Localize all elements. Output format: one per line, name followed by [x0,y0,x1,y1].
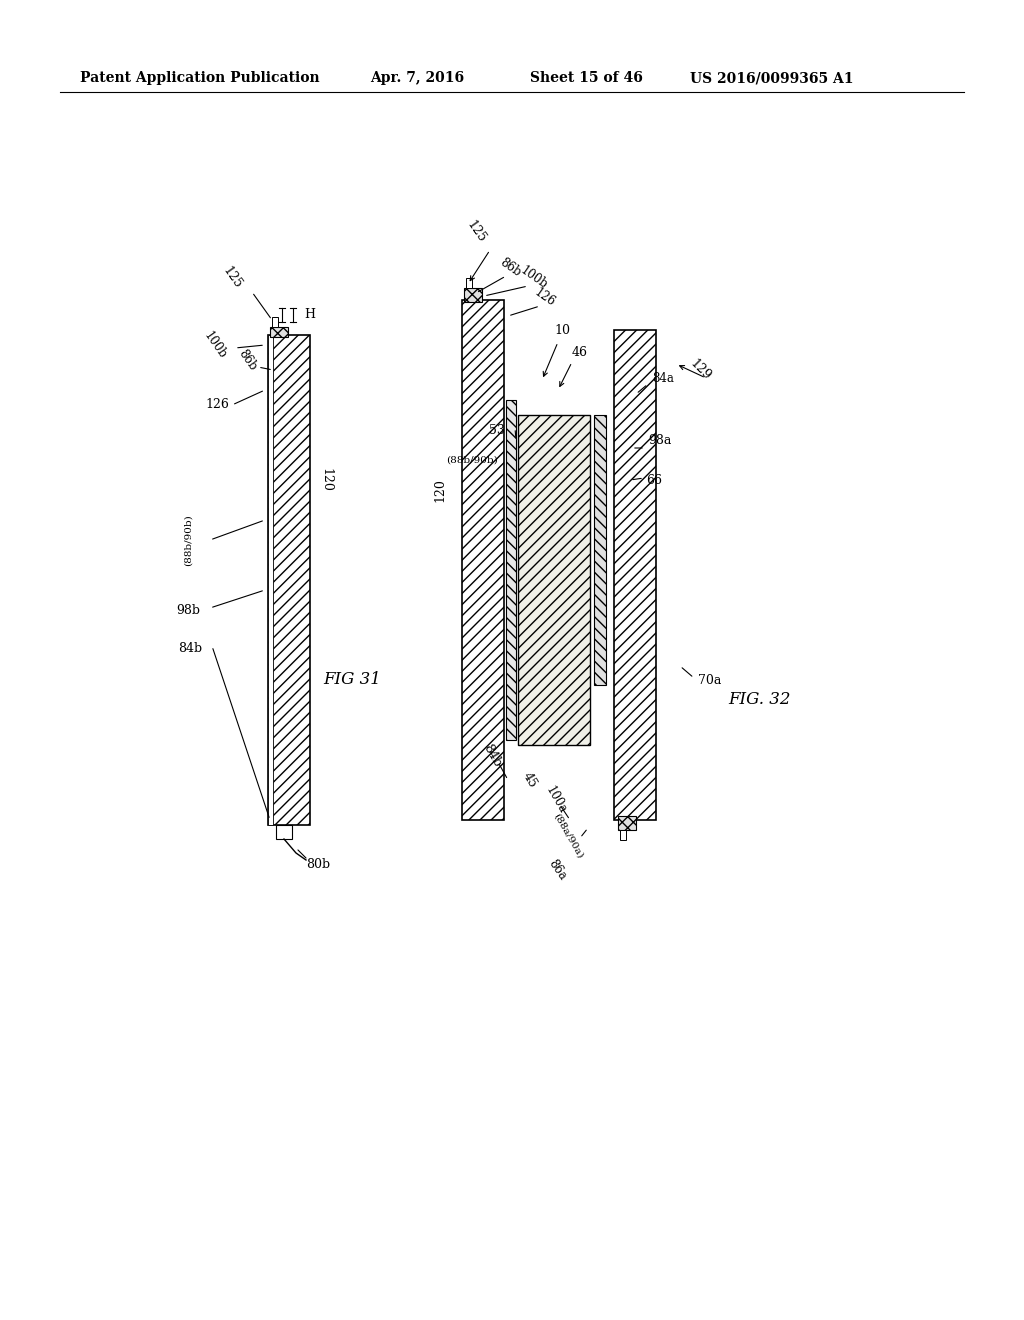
Text: 100b: 100b [201,329,229,360]
Text: (88b/90b): (88b/90b) [183,513,193,566]
Text: 80b: 80b [306,858,330,871]
Text: H: H [304,309,315,322]
Text: 98b: 98b [176,603,200,616]
Text: 84b: 84b [480,742,504,770]
Text: 98a: 98a [648,433,672,446]
Bar [272,317,278,327]
Text: 100b: 100b [518,264,550,292]
Text: 86b: 86b [237,347,260,374]
Text: FIG. 32: FIG. 32 [729,692,792,709]
Text: 100a: 100a [543,784,569,816]
Text: Apr. 7, 2016: Apr. 7, 2016 [370,71,464,84]
Bar [268,335,310,825]
Text: 70a: 70a [698,673,721,686]
Text: 66: 66 [646,474,662,487]
Text: 45: 45 [520,770,540,791]
Text: 125: 125 [220,264,244,292]
Text: 126: 126 [532,286,558,310]
Bar [466,279,472,288]
Bar [618,816,636,830]
Text: Sheet 15 of 46: Sheet 15 of 46 [530,71,643,84]
Text: 129: 129 [687,356,713,383]
Bar [594,414,606,685]
Text: 120: 120 [319,469,333,492]
Text: 84a: 84a [652,371,674,384]
Bar [506,400,516,741]
Text: US 2016/0099365 A1: US 2016/0099365 A1 [690,71,853,84]
Bar [268,335,273,825]
Text: 86b: 86b [497,256,523,280]
Text: 120: 120 [433,478,446,502]
Text: FIG 31: FIG 31 [323,672,381,689]
Text: 126: 126 [205,399,229,412]
Text: (88a/90a): (88a/90a) [552,812,585,861]
Text: 53: 53 [489,424,505,437]
Bar [464,288,482,302]
Bar [518,414,590,744]
Text: 10: 10 [554,323,570,337]
Text: (88b/90b): (88b/90b) [446,455,498,465]
Bar [276,825,292,840]
Text: 125: 125 [464,219,488,246]
Bar [462,300,504,820]
Bar [620,830,626,840]
Text: Patent Application Publication: Patent Application Publication [80,71,319,84]
Bar [270,327,288,337]
Text: 86a: 86a [546,857,568,883]
Text: 46: 46 [572,346,588,359]
Bar [614,330,656,820]
Text: 84b: 84b [178,642,202,655]
